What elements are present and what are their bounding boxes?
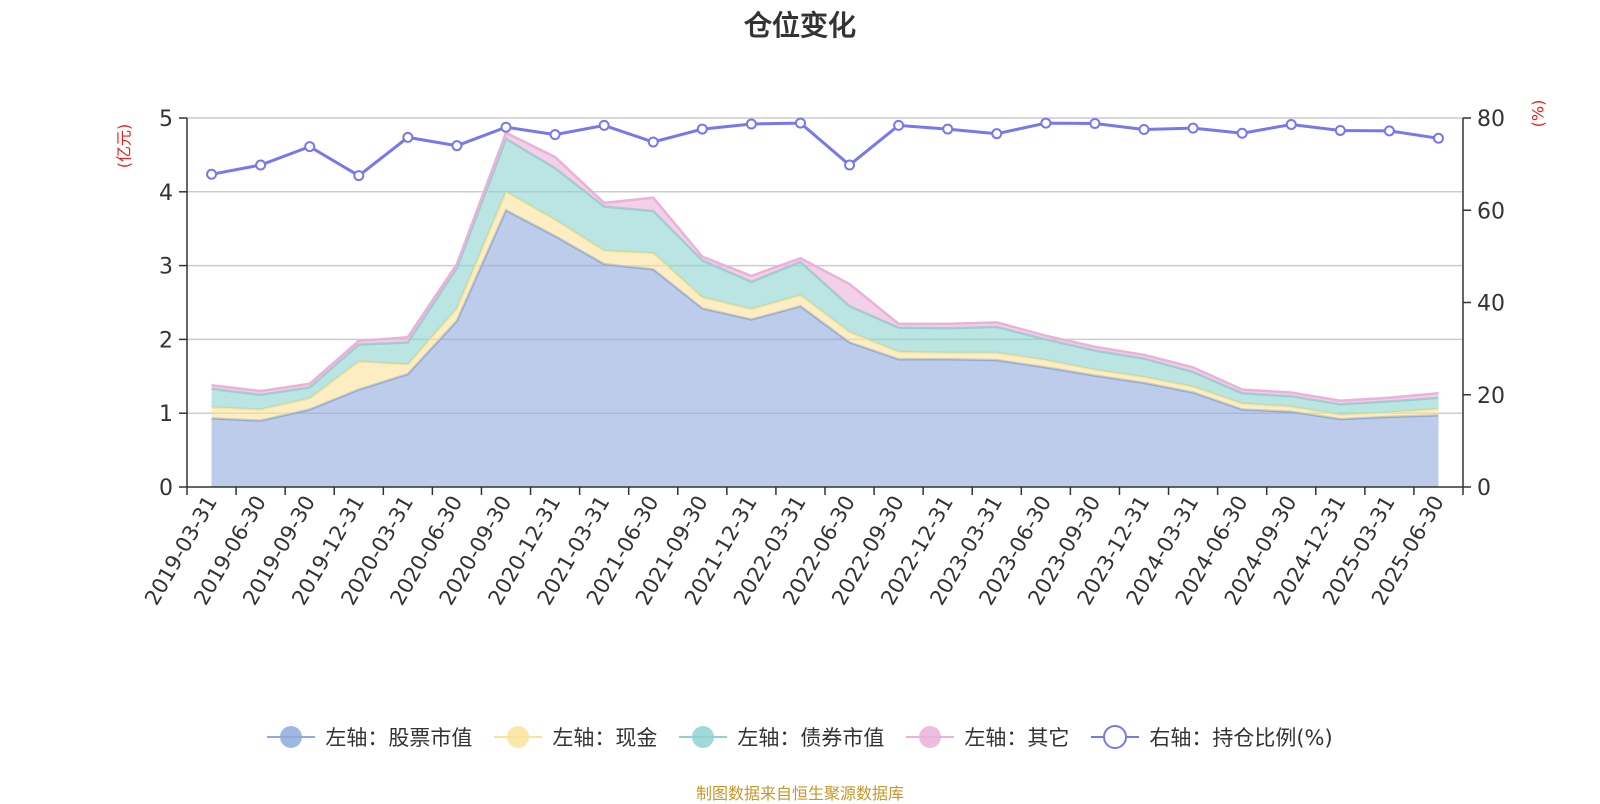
y-left-tick-label: 3 bbox=[159, 255, 173, 280]
legend-label: 左轴：其它 bbox=[964, 726, 1070, 750]
holding-ratio-point bbox=[893, 119, 905, 131]
legend-line-marker-icon bbox=[1091, 725, 1140, 749]
holding-ratio-point bbox=[206, 168, 218, 180]
legend-item[interactable]: 左轴：其它 bbox=[906, 722, 1069, 752]
y-right-tick-label: 80 bbox=[1477, 107, 1505, 132]
left-axis-unit: (亿元) bbox=[114, 123, 134, 169]
chart-legend: 左轴：股票市值 左轴：现金 左轴：债券市值 左轴：其它 右轴：持仓比例(%) bbox=[0, 722, 1600, 752]
holding-ratio-point bbox=[1383, 125, 1395, 137]
holding-ratio-point bbox=[1285, 118, 1297, 130]
holding-ratio-point bbox=[1040, 117, 1052, 129]
legend-label: 左轴：现金 bbox=[552, 726, 658, 750]
y-right-tick-label: 20 bbox=[1477, 384, 1505, 409]
holding-ratio-point bbox=[500, 121, 512, 133]
legend-area-marker-icon bbox=[267, 726, 316, 748]
holding-ratio-point bbox=[549, 129, 561, 141]
y-right-tick-label: 60 bbox=[1477, 199, 1505, 224]
legend-item[interactable]: 左轴：股票市值 bbox=[267, 722, 472, 752]
y-right-tick-label: 0 bbox=[1477, 476, 1491, 501]
right-axis-unit: (%) bbox=[1528, 99, 1548, 128]
legend-item[interactable]: 右轴：持仓比例(%) bbox=[1091, 722, 1333, 752]
holding-ratio-point bbox=[353, 170, 365, 182]
legend-item[interactable]: 左轴：现金 bbox=[494, 722, 657, 752]
holding-ratio-point bbox=[745, 118, 757, 130]
legend-label: 右轴：持仓比例(%) bbox=[1149, 726, 1333, 750]
legend-label: 左轴：股票市值 bbox=[325, 726, 473, 750]
y-right-tick-label: 40 bbox=[1477, 292, 1505, 317]
legend-area-marker-icon bbox=[494, 726, 543, 748]
holding-ratio-point bbox=[844, 159, 856, 171]
holding-ratio-line bbox=[211, 121, 1439, 178]
holding-ratio-point bbox=[942, 123, 954, 135]
y-left-tick-label: 5 bbox=[159, 107, 173, 132]
holding-ratio-point bbox=[598, 119, 610, 131]
holding-ratio-point bbox=[1236, 127, 1248, 139]
area-0 bbox=[211, 210, 1439, 488]
holding-ratio-point bbox=[991, 128, 1003, 140]
holding-ratio-point bbox=[1334, 124, 1346, 136]
legend-label: 左轴：债券市值 bbox=[737, 726, 885, 750]
holding-ratio-point bbox=[1432, 132, 1444, 144]
y-left-tick-label: 2 bbox=[159, 328, 173, 353]
legend-area-marker-icon bbox=[679, 726, 728, 748]
area-1 bbox=[211, 191, 1439, 421]
y-left-tick-label: 0 bbox=[159, 476, 173, 501]
holding-ratio-point bbox=[696, 123, 708, 135]
y-left-tick-label: 1 bbox=[159, 402, 173, 427]
holding-ratio-point bbox=[402, 131, 414, 143]
holding-ratio-point bbox=[255, 159, 267, 171]
chart-title: 仓位变化 bbox=[743, 9, 856, 42]
holding-ratio-point bbox=[647, 136, 659, 148]
area-line-3 bbox=[211, 131, 1439, 402]
holding-ratio-point bbox=[1187, 122, 1199, 134]
holding-ratio-point bbox=[304, 141, 316, 153]
holding-ratio-point bbox=[794, 117, 806, 129]
data-source-note: 制图数据来自恒生聚源数据库 bbox=[695, 784, 904, 803]
holding-ratio-point bbox=[451, 140, 463, 152]
holding-ratio-point bbox=[1089, 118, 1101, 130]
y-left-tick-label: 4 bbox=[159, 181, 173, 206]
legend-item[interactable]: 左轴：债券市值 bbox=[679, 722, 884, 752]
holding-ratio-point bbox=[1138, 124, 1150, 136]
area-2 bbox=[211, 138, 1439, 415]
legend-area-marker-icon bbox=[906, 726, 955, 748]
